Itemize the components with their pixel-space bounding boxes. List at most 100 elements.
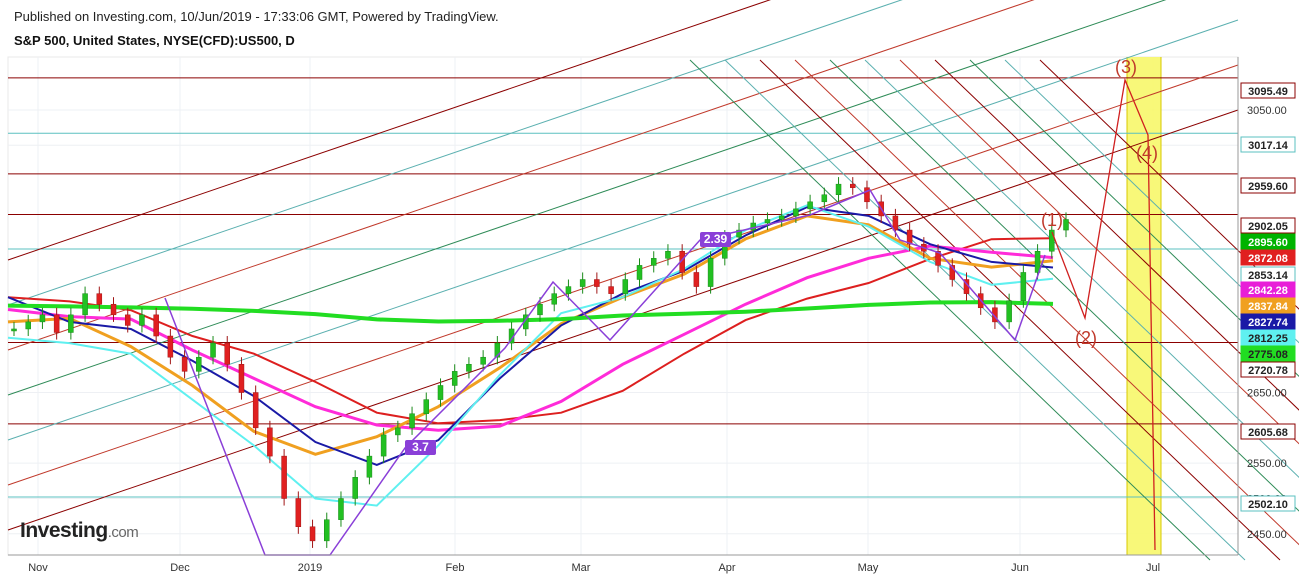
candle-body [1034, 251, 1041, 273]
candle-body [68, 314, 74, 333]
candle-body [750, 222, 756, 231]
candle-body [1049, 229, 1055, 252]
candle-body [835, 183, 842, 195]
y-tick-label: 2450.00 [1247, 529, 1287, 541]
candle-body [82, 293, 88, 316]
candle-body [551, 293, 557, 305]
candle-body [778, 215, 785, 220]
fan-line-down [864, 59, 1299, 479]
price-tag-bg [1240, 82, 1296, 99]
price-tag-bg [1240, 423, 1296, 440]
y-tick-label: 2550.00 [1247, 458, 1287, 470]
wave-label: (4) [1136, 143, 1158, 163]
price-tag-bg [1240, 177, 1296, 194]
price-tag-bg [1240, 217, 1296, 234]
candle-body [39, 314, 46, 323]
price-tag-text: 2842.28 [1248, 285, 1288, 297]
x-tick-label: Nov [28, 562, 48, 574]
moving-average-line [7, 244, 1054, 432]
moving-averages [7, 204, 1054, 507]
candle-body [224, 342, 230, 365]
candles [11, 177, 1069, 548]
x-tick-label: Mar [572, 562, 591, 574]
moving-average-line [7, 206, 1054, 466]
x-tick-label: Jul [1146, 562, 1160, 574]
candle-body [892, 215, 899, 231]
candle-body [252, 392, 259, 429]
candle-body [53, 314, 60, 333]
grid [7, 56, 1239, 556]
candle-body [949, 265, 956, 280]
candle-body [11, 328, 17, 332]
time-axis: Nov Dec 2019 Feb Mar Apr May Jun Jul [8, 554, 1238, 574]
candle-body [494, 342, 501, 358]
symbol-title: S&P 500, United States, NYSE(CFD):US500,… [14, 33, 295, 48]
wave-label: (2) [1075, 328, 1097, 348]
candle-body [693, 272, 700, 287]
candle-body [395, 427, 401, 436]
candle-body [451, 371, 458, 386]
x-tick-label: Feb [446, 562, 465, 574]
fan-line-down [969, 59, 1299, 378]
price-tag-text: 2827.74 [1248, 317, 1289, 329]
candle-body [110, 303, 117, 316]
price-tag-bg [1240, 495, 1296, 512]
channel-line-up [7, 0, 1035, 351]
plot-frame [7, 56, 1239, 556]
candle-body [594, 279, 600, 287]
candle-body [480, 356, 486, 365]
candle-body [1006, 300, 1012, 323]
candle-body [409, 413, 415, 429]
candle-body [622, 279, 629, 294]
moving-average-line [7, 204, 1054, 507]
fan-line-down [829, 59, 1299, 512]
channel-line-up [7, 0, 1167, 396]
moving-average-line [7, 237, 1054, 425]
channel-line-up [7, 0, 903, 306]
price-tag-text: 2837.84 [1248, 301, 1289, 313]
y-tick-label: 2650.00 [1247, 388, 1287, 400]
price-tag-bg [1240, 281, 1296, 298]
candle-body [338, 498, 344, 520]
zigzag-line [164, 189, 1046, 556]
candle-body [650, 258, 657, 266]
price-tag-bg [1240, 233, 1296, 250]
candle-body [366, 455, 373, 478]
candle-body [906, 229, 913, 245]
price-tag-text: 3017.14 [1248, 140, 1289, 152]
price-tag-text: 2902.05 [1248, 221, 1288, 233]
price-tag-bg [1240, 329, 1296, 346]
x-tick-label: Dec [170, 562, 190, 574]
price-tag-text: 2605.68 [1248, 427, 1288, 439]
channel-line-up [7, 0, 771, 261]
candle-body [295, 498, 302, 527]
wave-label: (1) [1041, 210, 1063, 230]
badge-text: 2.39 [704, 232, 728, 246]
candle-body [793, 208, 799, 217]
candle-body [324, 519, 330, 542]
fan-line-down [794, 59, 1299, 546]
candle-body [437, 385, 444, 400]
candle-body [96, 293, 103, 305]
x-tick-label: 2019 [298, 562, 322, 574]
price-tag-bg [1240, 297, 1296, 314]
price-tag-text: 2895.60 [1248, 237, 1288, 249]
candle-body [1020, 272, 1027, 301]
badge-text: 3.7 [412, 440, 429, 454]
y-tick-label: 3050.00 [1247, 105, 1287, 117]
channel-line-up [7, 19, 1239, 441]
candle-body [864, 187, 870, 203]
projection-path [1051, 77, 1156, 551]
price-tag-text: 2812.25 [1248, 333, 1288, 345]
price-tag-bg [1240, 361, 1296, 378]
price-tag-bg [1240, 249, 1296, 266]
candle-body [935, 251, 941, 266]
price-tag-text: 2959.60 [1248, 181, 1288, 193]
price-tag-text: 2872.08 [1248, 253, 1288, 265]
candle-body [124, 314, 131, 326]
candle-body [665, 251, 671, 259]
moving-average-line [7, 300, 1054, 324]
price-tag-text: 2720.78 [1248, 365, 1288, 377]
channel-line-up [7, 109, 1239, 531]
